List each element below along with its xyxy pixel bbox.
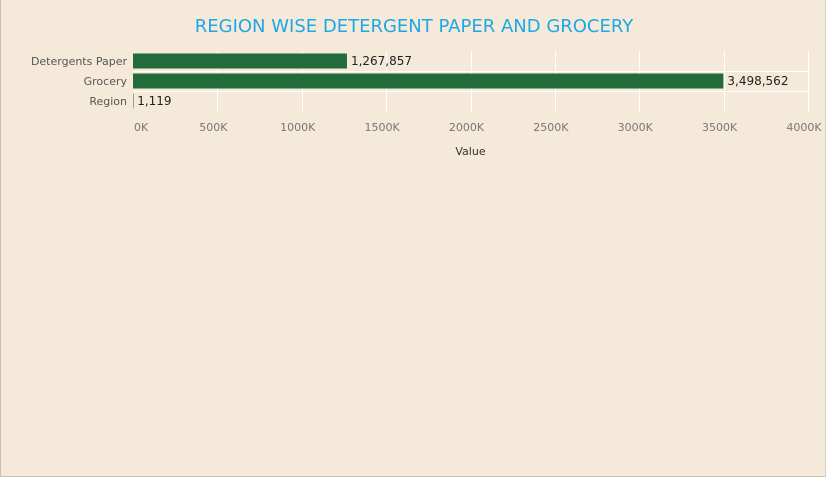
x-tick-label: 1500K [365,121,401,134]
category-label: Grocery [84,75,128,88]
data-label: 1,119 [137,94,171,108]
x-tick-label: 2000K [449,121,485,134]
bar-grocery[interactable] [133,73,724,89]
x-tick-label: 500K [199,121,228,134]
x-tick-label: 1000K [280,121,316,134]
category-label: Detergents Paper [31,55,128,68]
x-tick-label: 0K [134,121,149,134]
x-axis: 0K 500K 1000K 1500K 2000K 2500K 3000K 3500K 4000… [134,121,822,158]
x-tick-label: 3500K [702,121,738,134]
data-label: 1,267,857 [351,54,412,68]
labels: Detergents Paper 1,267,857 Grocery 3,498,56… [31,54,789,108]
chart-title: REGION WISE DETERGENT PAPER AND GROCERY [194,16,634,37]
x-tick-label: 2500K [533,121,569,134]
data-label: 3,498,562 [727,74,788,88]
x-tick-label: 4000K [786,121,822,134]
bar-region[interactable] [133,93,134,109]
bar-detergents-paper[interactable] [133,53,347,69]
category-label: Region [89,95,127,108]
x-axis-title: Value [455,145,485,158]
x-tick-label: 3000K [618,121,654,134]
bars [133,53,724,109]
